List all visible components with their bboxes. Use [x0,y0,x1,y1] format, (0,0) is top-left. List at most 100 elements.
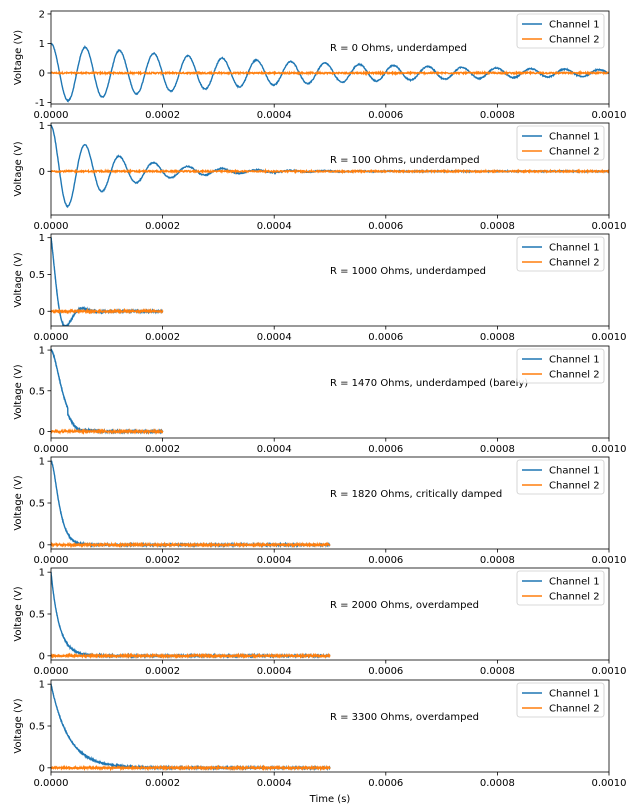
legend-entry: Channel 1 [549,132,600,143]
condition-annotation: R = 1000 Ohms, underdamped [330,266,486,277]
y-tick-label: 0.5 [29,386,45,397]
y-tick-label: -1 [35,98,45,109]
legend: Channel 1 Channel 2 [516,459,605,495]
series-channel-2-line [51,307,164,315]
x-tick-label: 0.0006 [368,332,403,343]
plot-area [51,42,609,103]
x-tick-label: 0.0008 [480,444,515,455]
y-tick-label: 0.5 [29,722,45,733]
legend-entry: Channel 1 [549,689,600,700]
x-tick-label: 0.0000 [34,778,69,789]
legend-entry: Channel 1 [549,577,600,588]
condition-annotation: R = 100 Ohms, underdamped [330,155,480,166]
x-tick-label: 0.0006 [368,444,403,455]
legend: Channel 1 Channel 2 [516,570,605,606]
x-tick-label: 0.0002 [145,555,180,566]
x-tick-label: 0.0000 [34,221,69,232]
series-channel-2-line [51,652,331,660]
x-tick-label: 0.0006 [368,555,403,566]
subplot-6: 0.0000 0.0002 0.0004 0.0006 0.0008 0.0010 0 0.5… [13,567,627,677]
x-tick-label: 0.0004 [257,444,292,455]
x-tick-label: 0.0010 [592,444,627,455]
legend-entry: Channel 2 [549,481,600,492]
x-tick-label: 0.0008 [480,332,515,343]
y-tick-label: 0 [39,651,45,662]
x-tick-label: 0.0010 [592,221,627,232]
x-tick-label: 0.0008 [480,555,515,566]
plot-area [51,571,331,660]
x-tick-label: 0.0000 [34,332,69,343]
legend-entry: Channel 2 [549,370,600,381]
plot-area [51,348,164,435]
subplot-1: 0.0000 0.0002 0.0004 0.0006 0.0008 0.0010 -1 0 1… [13,9,627,121]
plot-area [51,124,609,209]
y-axis-label: Voltage (V) [13,364,24,419]
y-tick-label: 1 [39,568,45,579]
x-tick-label: 0.0004 [257,778,292,789]
x-tick-label: 0.0002 [145,221,180,232]
y-axis-label: Voltage (V) [13,475,24,530]
y-tick-label: 1 [39,680,45,691]
legend: Channel 1 Channel 2 [516,236,605,272]
legend: Channel 1 Channel 2 [516,125,605,161]
y-tick-label: 0 [39,307,45,318]
subplot-7: 0.0000 0.0002 0.0004 0.0006 0.0008 0.0010 0 0.5… [13,679,627,789]
plot-area [51,683,331,772]
series-channel-2-line [51,764,331,772]
x-tick-label: 0.0008 [480,110,515,121]
y-tick-label: 0.5 [29,270,45,281]
x-tick-label: 0.0004 [257,332,292,343]
plot-area [51,460,331,549]
legend-entry: Channel 1 [549,243,600,254]
x-tick-label: 0.0010 [592,555,627,566]
y-axis-label: Voltage (V) [13,698,24,753]
legend-entry: Channel 2 [549,147,600,158]
x-tick-label: 0.0008 [480,778,515,789]
subplot-5: 0.0000 0.0002 0.0004 0.0006 0.0008 0.0010 0 0.5… [13,456,627,566]
subplot-2: 0.0000 0.0002 0.0004 0.0006 0.0008 0.0010 0 1 Vo… [13,121,627,232]
series-channel-2-line [51,69,609,77]
x-tick-label: 0.0008 [480,221,515,232]
x-tick-label: 0.0004 [257,555,292,566]
y-axis-label: Voltage (V) [13,30,24,85]
y-tick-label: 0 [39,69,45,80]
x-tick-label: 0.0000 [34,555,69,566]
legend-entry: Channel 1 [549,466,600,477]
x-tick-label: 0.0010 [592,332,627,343]
x-tick-label: 0.0006 [368,221,403,232]
x-tick-label: 0.0000 [34,666,69,677]
axes-frame [50,10,610,105]
y-tick-label: 0.5 [29,610,45,621]
y-axis-label: Voltage (V) [13,141,24,196]
condition-annotation: R = 3300 Ohms, overdamped [330,712,479,723]
y-tick-label: 1 [39,233,45,244]
x-tick-label: 0.0002 [145,332,180,343]
x-axis-label: Time (s) [309,794,351,805]
y-tick-label: 1 [39,457,45,468]
x-tick-label: 0.0002 [145,778,180,789]
subplot-4: 0.0000 0.0002 0.0004 0.0006 0.0008 0.0010 0 0.5… [13,346,627,455]
y-tick-label: 0 [39,427,45,438]
series-channel-2-line [51,541,331,549]
x-tick-label: 0.0004 [257,110,292,121]
x-tick-label: 0.0010 [592,666,627,677]
condition-annotation: R = 1820 Ohms, critically damped [330,489,502,500]
series-channel-1-line [51,42,609,103]
x-tick-label: 0.0006 [368,666,403,677]
series-channel-1-line [51,460,331,549]
y-tick-label: 0 [39,763,45,774]
legend: Channel 1 Channel 2 [516,13,605,49]
legend-entry: Channel 2 [549,258,600,269]
legend: Channel 1 Channel 2 [516,348,605,384]
legend-entry: Channel 1 [549,355,600,366]
legend-entry: Channel 1 [549,20,600,31]
y-tick-label: 0.5 [29,499,45,510]
x-tick-label: 0.0010 [592,110,627,121]
axes-frame [50,122,610,216]
x-tick-label: 0.0006 [368,110,403,121]
axes-frame [50,233,610,327]
y-tick-label: 2 [39,9,45,20]
condition-annotation: R = 2000 Ohms, overdamped [330,600,479,611]
plot-area [51,237,164,326]
y-tick-label: 1 [39,39,45,50]
